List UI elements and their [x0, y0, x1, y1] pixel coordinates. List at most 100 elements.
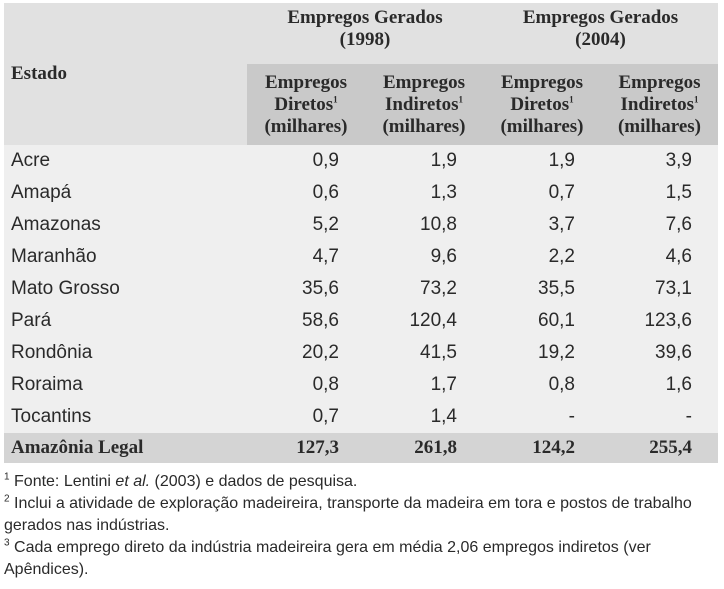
- col-header-line1: Empregos: [383, 71, 465, 93]
- col-header-line2: Diretos: [510, 93, 570, 115]
- cell-indiretos-1998: 73,2: [365, 273, 483, 305]
- col-header-diretos-1998: Empregos Diretos1 (milhares): [247, 64, 365, 145]
- col-header-line2: Indiretos: [620, 93, 695, 115]
- cell-total-indiretos-1998: 261,8: [365, 433, 483, 463]
- cell-indiretos-2004: 73,1: [601, 273, 718, 305]
- group-header-1998-line2: (1998): [339, 29, 391, 50]
- group-header-2004: Empregos Gerados (2004): [483, 3, 718, 64]
- cell-diretos-2004: 1,9: [483, 145, 601, 177]
- col-header-sup: 1: [569, 94, 574, 105]
- col-header-sup: 1: [458, 94, 464, 105]
- header-row-groups: Estado Empregos Gerados (1998) Empregos G…: [4, 3, 718, 145]
- cell-indiretos-1998: 1,9: [365, 145, 483, 177]
- cell-diretos-2004: -: [483, 401, 601, 433]
- cell-total-estado: Amazônia Legal: [4, 433, 247, 463]
- cell-indiretos-1998: 41,5: [365, 337, 483, 369]
- footnote-text: Cada emprego direto da indústria madeire…: [4, 539, 651, 578]
- cell-diretos-1998: 0,9: [247, 145, 365, 177]
- footnote-number: 1: [4, 471, 10, 483]
- col-header-line3: (milhares): [382, 115, 466, 137]
- cell-indiretos-2004: 7,6: [601, 209, 718, 241]
- table-row: Acre 0,9 1,9 1,9 3,9: [4, 145, 718, 177]
- cell-indiretos-1998: 1,4: [365, 401, 483, 433]
- table-row: Amazonas 5,2 10,8 3,7 7,6: [4, 209, 718, 241]
- cell-indiretos-1998: 1,7: [365, 369, 483, 401]
- col-header-diretos-2004: Empregos Diretos1 (milhares): [483, 64, 601, 145]
- cell-estado: Amazonas: [4, 209, 247, 241]
- footnote: 2 Inclui a atividade de exploração madei…: [4, 493, 718, 537]
- cell-estado: Maranhão: [4, 241, 247, 273]
- cell-diretos-2004: 19,2: [483, 337, 601, 369]
- col-header-indiretos-1998: Empregos Indiretos1 (milhares): [365, 64, 483, 145]
- table-row: Pará 58,6 120,4 60,1 123,6: [4, 305, 718, 337]
- footnote-text: Inclui a atividade de exploração madeire…: [4, 495, 692, 534]
- table-row: Mato Grosso 35,6 73,2 35,5 73,1: [4, 273, 718, 305]
- cell-estado: Amapá: [4, 177, 247, 209]
- group-header-1998: Empregos Gerados (1998): [247, 3, 483, 64]
- cell-indiretos-2004: 1,6: [601, 369, 718, 401]
- col-header-sup: 1: [694, 94, 699, 105]
- group-header-2004-line1: Empregos Gerados: [522, 7, 679, 28]
- cell-indiretos-2004: -: [601, 401, 718, 433]
- cell-total-indiretos-2004: 255,4: [601, 433, 718, 463]
- cell-estado: Roraima: [4, 369, 247, 401]
- cell-diretos-2004: 35,5: [483, 273, 601, 305]
- cell-indiretos-1998: 1,3: [365, 177, 483, 209]
- cell-indiretos-1998: 10,8: [365, 209, 483, 241]
- table-row: Rondônia 20,2 41,5 19,2 39,6: [4, 337, 718, 369]
- table-row: Roraima 0,8 1,7 0,8 1,6: [4, 369, 718, 401]
- total-row: Amazônia Legal 127,3 261,8 124,2 255,4: [4, 433, 718, 463]
- cell-estado: Rondônia: [4, 337, 247, 369]
- cell-diretos-1998: 20,2: [247, 337, 365, 369]
- cell-estado: Pará: [4, 305, 247, 337]
- footnote-emphasis: et al.: [115, 473, 151, 490]
- col-header-indiretos-2004: Empregos Indiretos1 (milhares): [601, 64, 718, 145]
- col-header-line3: (milhares): [264, 115, 348, 137]
- group-header-2004-line2: (2004): [575, 29, 626, 50]
- cell-indiretos-1998: 120,4: [365, 305, 483, 337]
- cell-diretos-1998: 0,6: [247, 177, 365, 209]
- cell-estado: Tocantins: [4, 401, 247, 433]
- footnote-text-end: (2003) e dados de pesquisa.: [150, 473, 358, 490]
- table-body: Acre 0,9 1,9 1,9 3,9 Amapá 0,6 1,3 0,7 1,5 Amazo…: [4, 145, 718, 463]
- footnote: 3 Cada emprego direto da indústria madei…: [4, 537, 718, 581]
- group-header-1998-line1: Empregos Gerados: [287, 7, 443, 28]
- cell-total-diretos-2004: 124,2: [483, 433, 601, 463]
- cell-indiretos-2004: 1,5: [601, 177, 718, 209]
- estado-header-label: Estado: [11, 63, 67, 84]
- cell-diretos-2004: 3,7: [483, 209, 601, 241]
- footnotes: 1 Fonte: Lentini et al. (2003) e dados d…: [4, 471, 718, 581]
- employment-table-container: Estado Empregos Gerados (1998) Empregos G…: [4, 3, 718, 463]
- footnote-number: 3: [4, 537, 10, 549]
- cell-diretos-2004: 60,1: [483, 305, 601, 337]
- cell-diretos-1998: 35,6: [247, 273, 365, 305]
- table-row: Amapá 0,6 1,3 0,7 1,5: [4, 177, 718, 209]
- cell-diretos-1998: 58,6: [247, 305, 365, 337]
- col-header-line1: Empregos: [618, 71, 701, 93]
- col-header-line3: (milhares): [500, 115, 584, 137]
- cell-diretos-2004: 2,2: [483, 241, 601, 273]
- col-header-line2: Diretos: [274, 93, 334, 115]
- cell-indiretos-2004: 3,9: [601, 145, 718, 177]
- cell-total-diretos-1998: 127,3: [247, 433, 365, 463]
- cell-diretos-1998: 4,7: [247, 241, 365, 273]
- footnote: 1 Fonte: Lentini et al. (2003) e dados d…: [4, 471, 718, 493]
- col-header-sup: 1: [333, 94, 338, 105]
- footnote-number: 2: [4, 493, 10, 505]
- cell-indiretos-2004: 123,6: [601, 305, 718, 337]
- cell-diretos-1998: 5,2: [247, 209, 365, 241]
- table-row: Maranhão 4,7 9,6 2,2 4,6: [4, 241, 718, 273]
- cell-diretos-1998: 0,7: [247, 401, 365, 433]
- cell-indiretos-2004: 39,6: [601, 337, 718, 369]
- cell-diretos-2004: 0,7: [483, 177, 601, 209]
- cell-diretos-1998: 0,8: [247, 369, 365, 401]
- cell-indiretos-2004: 4,6: [601, 241, 718, 273]
- col-header-line2: Indiretos: [384, 93, 459, 115]
- estado-header: Estado: [4, 3, 247, 145]
- col-header-line1: Empregos: [501, 71, 583, 93]
- col-header-line3: (milhares): [617, 115, 702, 137]
- footnote-text: Fonte: Lentini: [14, 473, 116, 490]
- header-row-columns: Empregos Diretos1 (milhares) Empregos Indir…: [4, 64, 718, 145]
- cell-estado: Acre: [4, 145, 247, 177]
- employment-table: Estado Empregos Gerados (1998) Empregos G…: [4, 3, 718, 463]
